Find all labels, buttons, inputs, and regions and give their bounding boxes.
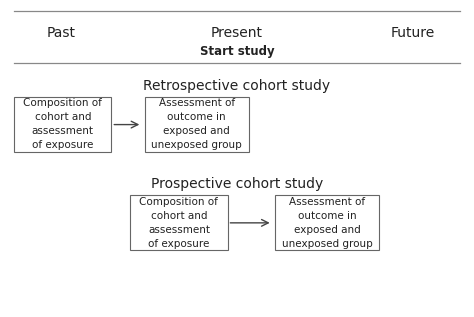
FancyBboxPatch shape — [14, 97, 111, 152]
FancyBboxPatch shape — [275, 195, 379, 250]
Text: Retrospective cohort study: Retrospective cohort study — [144, 79, 330, 93]
Text: Composition of
cohort and
assessment
of exposure: Composition of cohort and assessment of … — [139, 197, 219, 249]
Text: Assessment of
outcome in
exposed and
unexposed group: Assessment of outcome in exposed and une… — [282, 197, 373, 249]
Text: Present: Present — [211, 26, 263, 40]
FancyBboxPatch shape — [130, 195, 228, 250]
Text: Prospective cohort study: Prospective cohort study — [151, 177, 323, 191]
Text: Future: Future — [390, 26, 435, 40]
Text: Start study: Start study — [200, 45, 274, 58]
Text: Assessment of
outcome in
exposed and
unexposed group: Assessment of outcome in exposed and une… — [151, 98, 242, 151]
FancyBboxPatch shape — [145, 97, 249, 152]
Text: Composition of
cohort and
assessment
of exposure: Composition of cohort and assessment of … — [23, 98, 102, 151]
Text: Past: Past — [47, 26, 76, 40]
